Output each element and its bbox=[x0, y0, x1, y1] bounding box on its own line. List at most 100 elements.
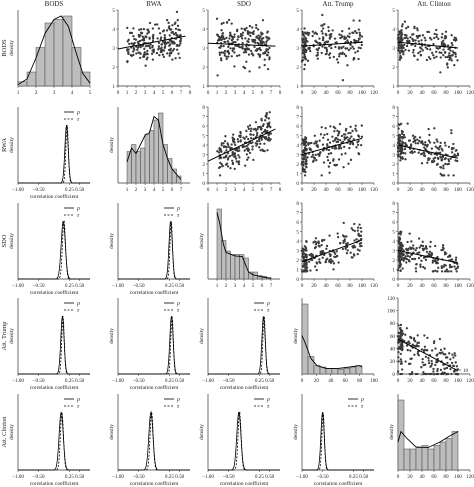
scatter-point bbox=[156, 37, 159, 40]
scatter-point bbox=[241, 31, 245, 34]
y-axis-label: density bbox=[109, 137, 115, 153]
scatter-point bbox=[151, 37, 155, 40]
scatter-point bbox=[408, 139, 411, 142]
posterior-rho-curve bbox=[302, 412, 374, 471]
scatter-point bbox=[314, 237, 318, 240]
x-tick-label: 7 bbox=[270, 283, 273, 289]
scatter-point bbox=[171, 30, 174, 34]
scatter-point bbox=[311, 160, 315, 163]
scatter-point bbox=[439, 156, 442, 159]
scatter-point bbox=[415, 344, 418, 347]
scatter-point bbox=[230, 143, 233, 146]
scatter-point bbox=[444, 30, 448, 33]
scatter-point bbox=[303, 174, 307, 177]
x-tick-label: 0 bbox=[207, 90, 210, 96]
legend-label-tau: τ bbox=[77, 213, 80, 219]
scatter-point bbox=[303, 269, 306, 272]
scatter-point bbox=[404, 255, 407, 258]
scatter-point bbox=[400, 29, 403, 32]
scatter-point bbox=[219, 149, 222, 152]
scatter-point bbox=[250, 31, 254, 34]
x-tick-label: 100 bbox=[454, 187, 462, 193]
x-tick-label: 4 bbox=[153, 90, 156, 96]
scatter-point bbox=[217, 151, 221, 154]
scatter-point bbox=[151, 49, 154, 52]
scatter-point bbox=[226, 158, 230, 161]
y-tick-label: 8 bbox=[392, 105, 395, 111]
scatter-point bbox=[127, 38, 130, 41]
scatter-point bbox=[132, 50, 135, 53]
scatter-point bbox=[451, 353, 454, 356]
scatter-point bbox=[426, 143, 429, 146]
scatter-point bbox=[238, 54, 241, 57]
x-axis-label: correlation coefficient bbox=[314, 480, 363, 487]
x-tick-label: 120 bbox=[466, 378, 474, 384]
row-label-bods: BODS bbox=[1, 39, 8, 57]
histogram-bar bbox=[243, 257, 249, 280]
scatter-point bbox=[330, 47, 333, 50]
scatter-point bbox=[241, 37, 244, 40]
scatter-point bbox=[433, 141, 436, 144]
scatter-point bbox=[405, 44, 409, 48]
scatter-point bbox=[173, 42, 176, 45]
scatter-point bbox=[132, 46, 135, 50]
x-tick-label: −1.00 bbox=[296, 474, 308, 480]
x-tick-label: 0.50 bbox=[175, 283, 184, 289]
scatter-point bbox=[356, 252, 359, 256]
scatter-point bbox=[325, 46, 328, 50]
x-tick-label: −1.00 bbox=[202, 474, 214, 480]
scatter-point bbox=[300, 60, 304, 63]
scatter-point bbox=[258, 125, 261, 129]
histogram-bar bbox=[409, 448, 417, 471]
scatter-point bbox=[331, 135, 334, 138]
scatter-point bbox=[357, 57, 360, 61]
scatter-point bbox=[247, 143, 250, 146]
scatter-point bbox=[428, 133, 431, 137]
y-tick-label: 5 bbox=[392, 229, 395, 235]
scatter-point bbox=[358, 249, 361, 252]
x-tick-label: 5 bbox=[252, 187, 255, 193]
scatter-point bbox=[317, 244, 320, 247]
scatter-point bbox=[225, 20, 229, 24]
scatter-point bbox=[420, 366, 423, 369]
scatter-point bbox=[399, 230, 402, 233]
histogram-bar bbox=[421, 445, 429, 471]
scatter-point bbox=[347, 162, 350, 165]
scatter-point bbox=[430, 147, 434, 150]
scatter-point bbox=[404, 48, 407, 52]
scatter-point bbox=[446, 66, 449, 69]
scatter-point bbox=[153, 23, 157, 26]
scatter-point bbox=[247, 138, 250, 141]
scatter-point bbox=[450, 59, 453, 62]
scatter-point bbox=[359, 241, 363, 245]
scatter-point bbox=[237, 154, 240, 157]
scatter-point bbox=[314, 243, 318, 246]
histogram-bar bbox=[427, 448, 435, 471]
scatter-point bbox=[432, 372, 436, 376]
scatter-point bbox=[443, 51, 447, 54]
scatter-point bbox=[223, 37, 226, 41]
scatter-point bbox=[268, 56, 271, 59]
scatter-point bbox=[320, 30, 323, 33]
scatter-point bbox=[318, 139, 321, 142]
scatter-point bbox=[327, 165, 331, 168]
scatter-point bbox=[349, 47, 352, 50]
scatter-point bbox=[146, 28, 149, 31]
scatter-point bbox=[447, 174, 450, 177]
x-tick-label: 4 bbox=[153, 187, 156, 193]
scatter-point bbox=[220, 163, 223, 166]
y-tick-label: 6 bbox=[296, 124, 299, 130]
scatter-point bbox=[410, 143, 413, 146]
scatter-point bbox=[255, 49, 258, 52]
scatter-point bbox=[456, 265, 460, 268]
scatter-point bbox=[433, 340, 436, 343]
x-tick-label: 8 bbox=[279, 90, 282, 96]
x-tick-label: 80 bbox=[443, 474, 449, 480]
scatter-point bbox=[230, 55, 233, 58]
scatter-point bbox=[301, 37, 304, 40]
scatter-point bbox=[454, 256, 458, 259]
y-tick-label: 2 bbox=[392, 258, 395, 264]
scatter-point bbox=[266, 149, 269, 152]
scatter-point bbox=[311, 34, 314, 38]
